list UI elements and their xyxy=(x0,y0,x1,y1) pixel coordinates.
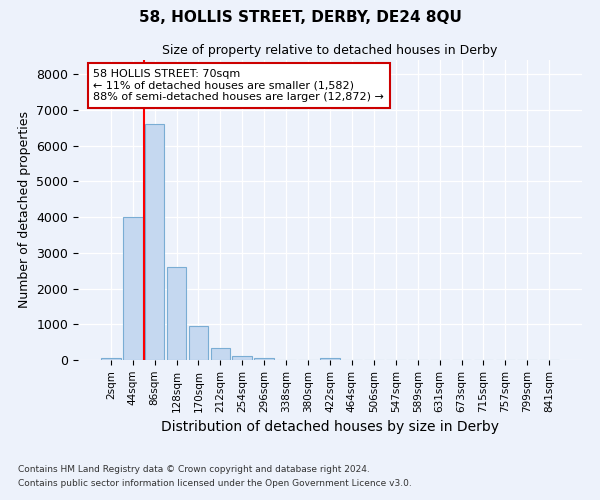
Bar xyxy=(232,356,252,360)
Text: 58, HOLLIS STREET, DERBY, DE24 8QU: 58, HOLLIS STREET, DERBY, DE24 8QU xyxy=(139,10,461,25)
Bar xyxy=(211,348,230,360)
Bar xyxy=(123,217,143,360)
Title: Size of property relative to detached houses in Derby: Size of property relative to detached ho… xyxy=(163,44,497,58)
Y-axis label: Number of detached properties: Number of detached properties xyxy=(18,112,31,308)
Bar xyxy=(254,358,274,360)
Bar xyxy=(167,267,187,360)
X-axis label: Distribution of detached houses by size in Derby: Distribution of detached houses by size … xyxy=(161,420,499,434)
Bar xyxy=(101,358,121,360)
Text: Contains HM Land Registry data © Crown copyright and database right 2024.: Contains HM Land Registry data © Crown c… xyxy=(18,466,370,474)
Text: 58 HOLLIS STREET: 70sqm
← 11% of detached houses are smaller (1,582)
88% of semi: 58 HOLLIS STREET: 70sqm ← 11% of detache… xyxy=(93,69,384,102)
Text: Contains public sector information licensed under the Open Government Licence v3: Contains public sector information licen… xyxy=(18,479,412,488)
Bar xyxy=(145,124,164,360)
Bar xyxy=(320,358,340,360)
Bar xyxy=(188,326,208,360)
